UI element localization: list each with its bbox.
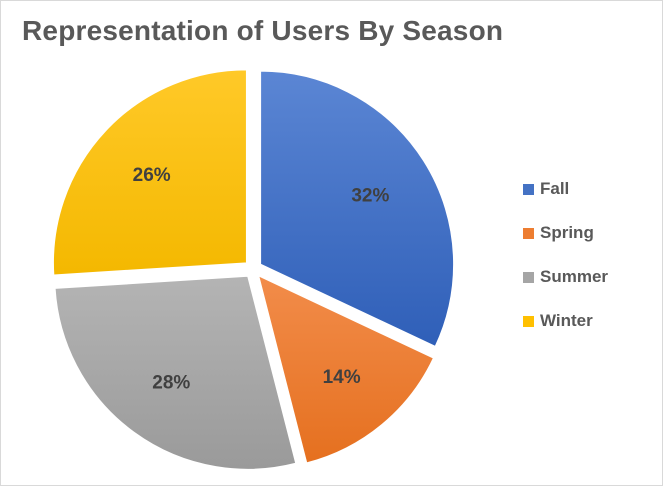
- legend-item-fall: Fall: [523, 178, 608, 200]
- legend-label-summer: Summer: [540, 267, 609, 286]
- slice-label-winter: 26%: [133, 165, 171, 186]
- legend-item-spring: Spring: [523, 222, 608, 244]
- legend-item-winter: Winter: [523, 310, 608, 332]
- chart-title: Representation of Users By Season: [22, 15, 504, 46]
- slice-label-spring: 14%: [323, 367, 361, 388]
- legend-swatch-fall: [523, 183, 534, 195]
- legend-swatch-summer: [523, 271, 534, 283]
- pie-slice-winter: [52, 69, 247, 276]
- legend: Fall Spring Summer Winter: [523, 178, 608, 354]
- slice-label-fall: 32%: [351, 186, 389, 207]
- legend-label-spring: Spring: [540, 223, 594, 242]
- legend-swatch-spring: [523, 227, 534, 239]
- pie-slice-spring: [257, 275, 435, 464]
- legend-label-winter: Winter: [540, 311, 593, 330]
- legend-swatch-winter: [523, 315, 534, 327]
- pie-slice-summer: [54, 275, 297, 470]
- legend-item-summer: Summer: [523, 266, 608, 288]
- legend-label-fall: Fall: [540, 179, 570, 198]
- slice-label-summer: 28%: [152, 372, 190, 393]
- pie-slice-fall: [260, 70, 455, 348]
